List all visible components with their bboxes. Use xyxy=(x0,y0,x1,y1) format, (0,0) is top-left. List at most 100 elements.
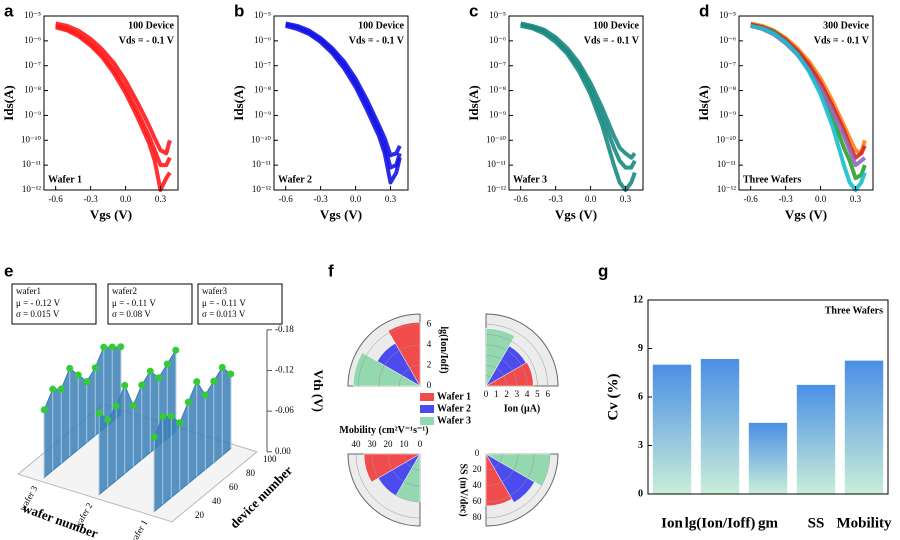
x-tick-label: 0.3 xyxy=(850,194,862,204)
z-tick-label: 0.00 xyxy=(275,446,291,456)
vth-marker xyxy=(74,371,82,379)
z-axis-label: Vth (V) xyxy=(311,370,326,412)
panel-label: f xyxy=(328,261,334,280)
r-tick-label: 0 xyxy=(484,389,489,399)
r-tick-label: 5 xyxy=(535,389,540,399)
y-axis-label: Ids(A) xyxy=(231,85,246,120)
y-axis-label: Cv (%) xyxy=(605,373,621,420)
y-axis-label: Ids(A) xyxy=(466,85,481,120)
vth-marker xyxy=(167,412,175,420)
x-tick-label: 0.3 xyxy=(155,194,167,204)
y-tick-label: 10⁻⁸ xyxy=(24,85,41,95)
rose-grid xyxy=(485,453,551,519)
vth-marker xyxy=(129,402,137,409)
plot-frame xyxy=(738,15,874,191)
x-tick-label: -0.6 xyxy=(514,194,529,204)
annotation: Vds = - 0.1 V xyxy=(349,35,405,46)
vth-marker xyxy=(193,378,201,386)
bar xyxy=(652,364,692,494)
stat-line: μ = - 0.12 V xyxy=(16,298,61,308)
legend-swatch xyxy=(420,417,434,425)
plot-frame xyxy=(43,15,179,191)
y-axis-label: Ids(A) xyxy=(696,85,711,120)
transfer-curve xyxy=(750,23,867,168)
y-tick-label: 10⁻⁸ xyxy=(719,85,736,95)
rose-sector xyxy=(352,352,421,387)
x-tick-label: -0.3 xyxy=(548,194,563,204)
y-tick-label: 10⁻⁶ xyxy=(719,35,736,45)
wafer-label: wafer 1 xyxy=(127,518,149,540)
annotation: 100 Device xyxy=(128,20,174,31)
x-tick-label: -0.3 xyxy=(83,194,98,204)
legend-swatch xyxy=(420,405,434,413)
r-tick-label: 6 xyxy=(545,389,550,399)
rose-grid xyxy=(378,344,421,387)
y-tick-label: 10⁻¹¹ xyxy=(22,159,41,169)
category-label: SS xyxy=(808,515,825,531)
x-tick-label: 0.3 xyxy=(385,194,397,204)
r-tick-label: 40 xyxy=(473,480,483,490)
plot-frame xyxy=(273,15,409,191)
y-tick-label: 10⁻¹² xyxy=(487,184,506,194)
x-axis-label: device number xyxy=(227,462,296,531)
vth-marker xyxy=(57,385,65,393)
stat-line: μ = - 0.11 V xyxy=(202,298,246,308)
stat-title: wafer3 xyxy=(202,286,227,296)
plot-frame xyxy=(508,15,644,191)
annotation: 100 Device xyxy=(358,20,404,31)
vth-marker xyxy=(146,367,154,375)
stat-line: σ = 0.015 V xyxy=(16,309,60,319)
rose-grid xyxy=(387,453,421,487)
rose-grid xyxy=(403,453,421,471)
x-tick-label: 0.0 xyxy=(350,194,362,204)
vth-marker xyxy=(108,343,116,351)
vth-marker xyxy=(159,412,167,420)
r-tick-label: 30 xyxy=(368,439,378,449)
stat-box xyxy=(107,283,193,325)
category-label: Ion xyxy=(661,515,683,531)
x-tick-label: -0.6 xyxy=(744,194,759,204)
vth-marker xyxy=(91,364,99,372)
x-tick-label: 0.0 xyxy=(815,194,827,204)
x-axis-label: Vgs (V) xyxy=(320,207,362,222)
y-tick-label: 10⁻⁶ xyxy=(24,35,41,45)
z-tick-label: -0.18 xyxy=(275,324,294,334)
vth-marker xyxy=(83,378,91,385)
vth-marker xyxy=(163,360,171,368)
transfer-curve xyxy=(750,23,867,192)
stat-line: σ = 0.08 V xyxy=(112,309,151,319)
vth-marker xyxy=(201,391,209,399)
y-tick-label: 10⁻⁶ xyxy=(254,35,271,45)
stat-box xyxy=(11,283,97,325)
y-tick-label: 10⁻¹² xyxy=(252,184,271,194)
rose-grid xyxy=(485,344,528,387)
stat-line: σ = 0.013 V xyxy=(202,309,246,319)
legend-label: Wafer 3 xyxy=(437,415,471,426)
transfer-curve xyxy=(55,21,172,156)
stat-box xyxy=(197,283,283,325)
vth-marker xyxy=(210,377,218,385)
annotation: Vds = - 0.1 V xyxy=(119,35,175,46)
vth-marker xyxy=(117,343,125,351)
panel-label: a xyxy=(4,1,14,20)
legend-label: Wafer 2 xyxy=(437,403,471,414)
annotation: 300 Device xyxy=(823,20,869,31)
x-tick-label: 0.0 xyxy=(585,194,597,204)
annotation: 100 Device xyxy=(593,20,639,31)
bar xyxy=(796,384,836,494)
y-tick-label: 10⁻⁷ xyxy=(719,60,736,70)
stat-title: wafer2 xyxy=(112,286,137,296)
y-tick-label: 10⁻⁹ xyxy=(24,109,41,119)
legend-label: Wafer 1 xyxy=(437,391,471,402)
r-tick-label: 0 xyxy=(427,380,432,390)
y-tick-label: 10⁻⁵ xyxy=(254,10,271,20)
legend-swatch xyxy=(420,393,434,401)
r-tick-label: 4 xyxy=(525,389,530,399)
vth-marker xyxy=(49,385,57,393)
rose-grid xyxy=(485,375,497,387)
device-tick-label: 20 xyxy=(195,510,205,520)
stat-title: wafer1 xyxy=(16,286,41,296)
z-tick-label: -0.12 xyxy=(275,365,294,375)
device-tick-label: 40 xyxy=(212,496,222,506)
